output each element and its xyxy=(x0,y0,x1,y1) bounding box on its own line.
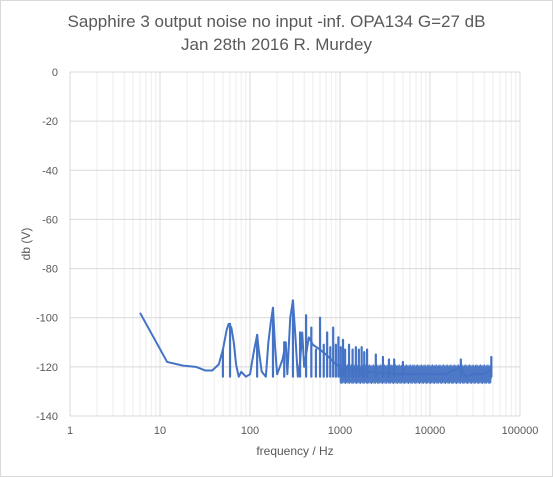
y-tick-label: -20 xyxy=(42,116,58,128)
y-tick-label: 0 xyxy=(52,67,58,79)
x-tick-label: 10 xyxy=(154,425,166,437)
x-tick-label: 100 xyxy=(241,425,259,437)
chart-title: Sapphire 3 output noise no input -inf. O… xyxy=(67,12,486,31)
chart-subtitle: Jan 28th 2016 R. Murdey xyxy=(181,35,372,54)
x-tick-labels: 1 10 100 1000 10000 100000 xyxy=(67,425,538,437)
y-tick-label: -80 xyxy=(42,264,58,276)
x-tick-label: 1 xyxy=(67,425,73,437)
y-tick-label: -140 xyxy=(36,411,58,423)
x-tick-label: 10000 xyxy=(415,425,446,437)
gridlines xyxy=(69,71,521,417)
y-tick-labels: 0 -20 -40 -60 -80 -100 -120 -140 xyxy=(36,67,58,423)
y-tick-label: -100 xyxy=(36,313,58,325)
series-layer xyxy=(139,299,493,385)
x-tick-label: 1000 xyxy=(328,425,352,437)
y-tick-label: -60 xyxy=(42,214,58,226)
x-tick-label: 100000 xyxy=(502,425,539,437)
x-axis-label: frequency / Hz xyxy=(256,444,333,458)
y-tick-label: -120 xyxy=(36,362,58,374)
y-axis-label: db (V) xyxy=(19,228,33,261)
y-tick-label: -40 xyxy=(42,165,58,177)
